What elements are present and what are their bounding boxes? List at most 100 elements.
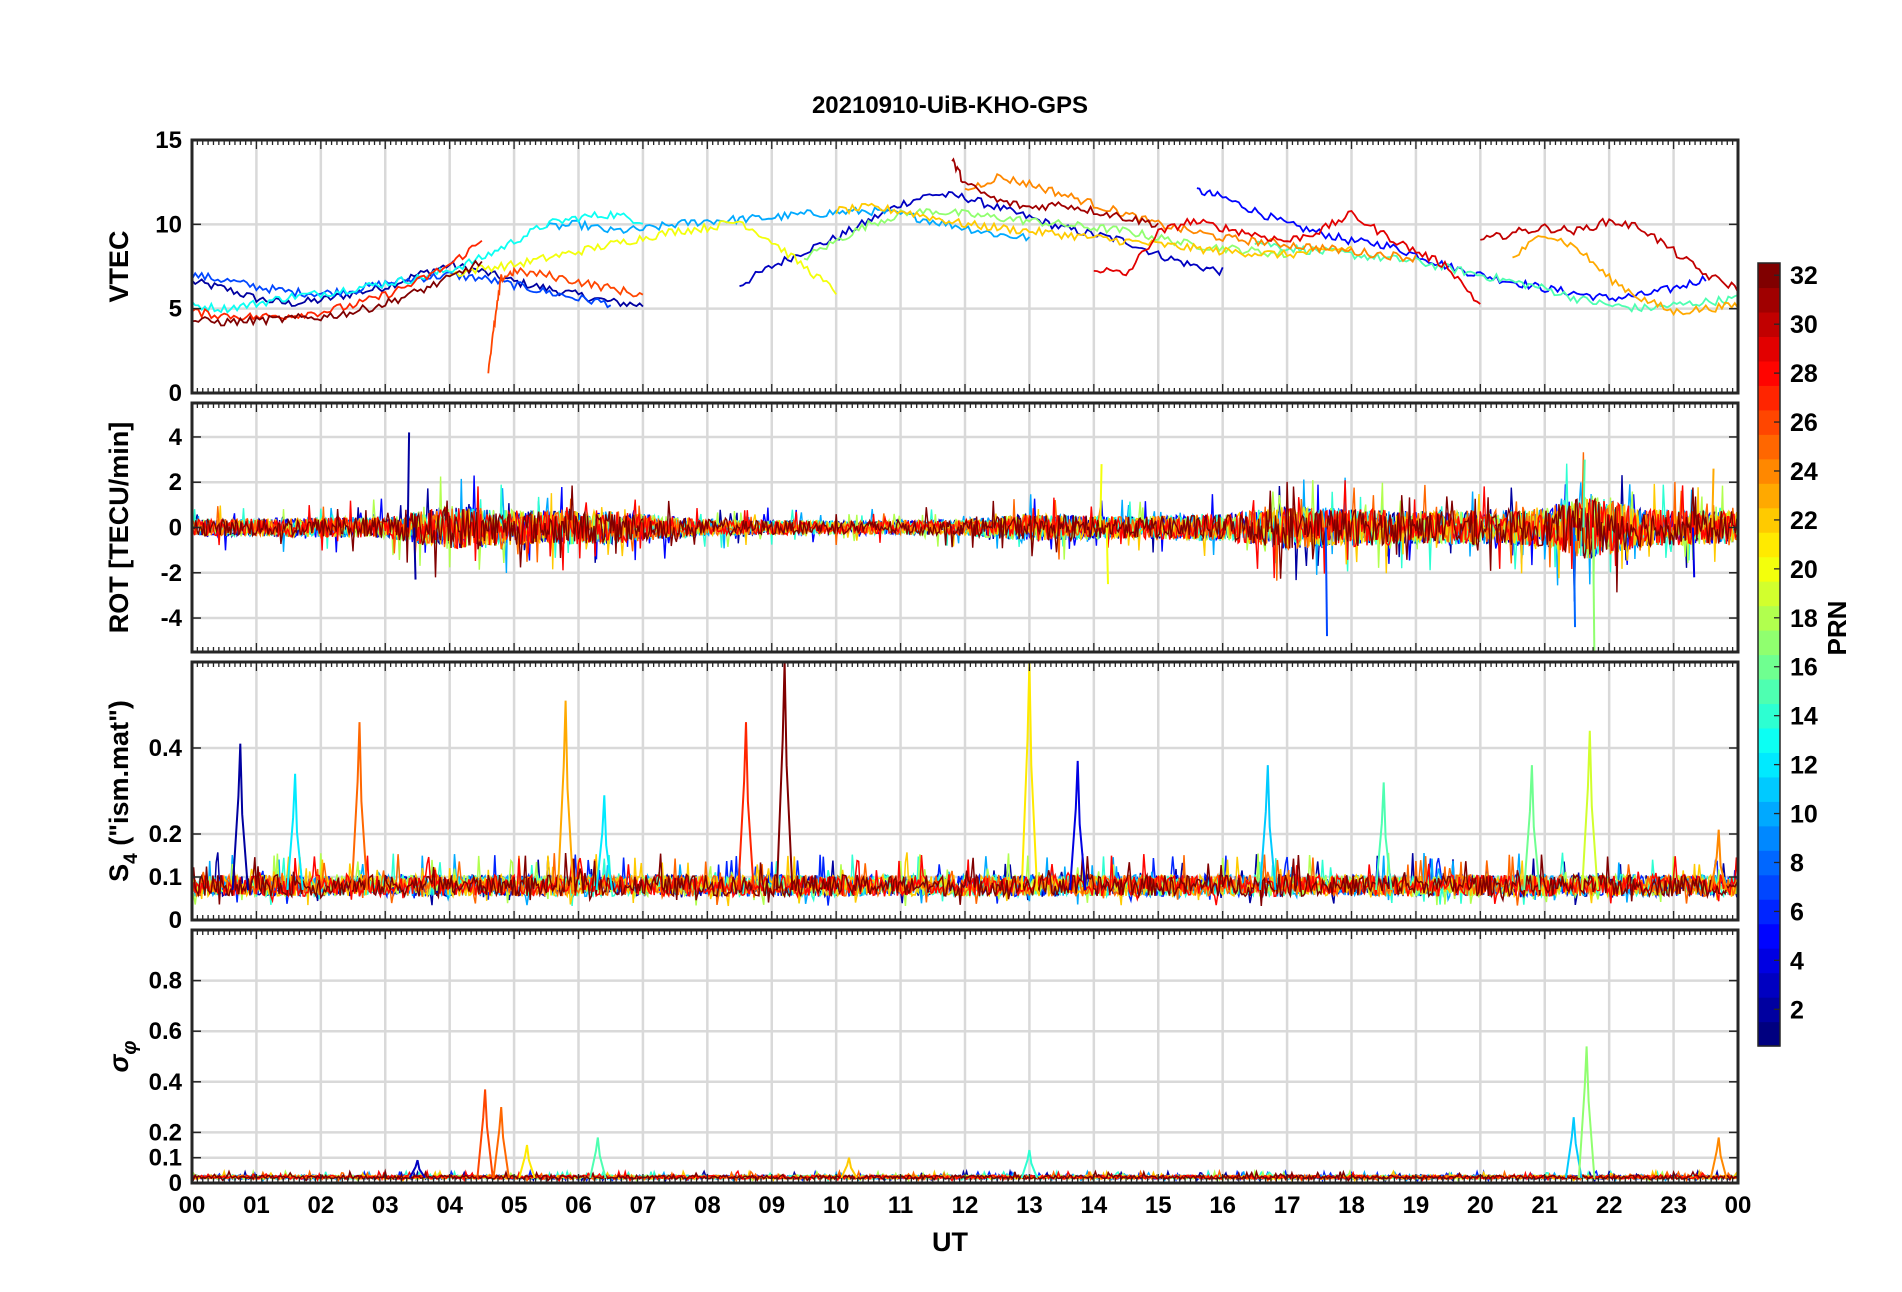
colorbar-tick-label: 10: [1790, 801, 1818, 829]
y-tick-label: 0.2: [149, 1119, 182, 1146]
series-line-prn-24: [964, 172, 1417, 264]
peak-spike-prn-11: [1259, 765, 1277, 890]
x-tick-label: 13: [1016, 1192, 1043, 1219]
peak-spike-prn-2: [231, 743, 249, 890]
x-tick-label: 20: [1467, 1192, 1494, 1219]
y-axis-label-rot: ROT [TECU/min]: [104, 422, 134, 633]
y-axis-label-sigma_phi: σφ: [104, 1041, 141, 1073]
peak-spike-prn-17: [1592, 527, 1596, 652]
x-axis-label: UT: [932, 1227, 968, 1257]
ticks-vtec: [191, 139, 1739, 394]
x-tick-label: 21: [1531, 1192, 1558, 1219]
x-tick-label: 07: [630, 1192, 657, 1219]
series-line-prn-25: [192, 853, 1738, 906]
peak-spike-prn-24: [1709, 829, 1728, 891]
peak-spike-prn-27: [737, 722, 755, 890]
peak-spike-prn-2: [413, 527, 417, 580]
peak-spike-prn-20: [1105, 527, 1110, 585]
y-tick-label: 0.4: [149, 1069, 183, 1096]
x-tick-label: 05: [501, 1192, 528, 1219]
series-line-prn-3: [739, 191, 1224, 287]
ticks-rot: [191, 403, 1739, 652]
x-tick-label: 14: [1080, 1192, 1107, 1219]
colorbar-tick-label: 22: [1790, 507, 1818, 535]
colorbar-segment: [1758, 311, 1780, 338]
panel-s4: 0 0.1 0.2 0.4 S4 ("ism.mat"): [104, 660, 1740, 934]
colorbar-segment: [1758, 458, 1780, 484]
colorbar-tick-label: 20: [1790, 556, 1818, 584]
colorbar-segment: [1758, 605, 1780, 631]
y-tick-label: 0.1: [149, 1145, 182, 1172]
peak-spike-prn-15: [1375, 782, 1393, 891]
peak-spike-prn-14: [1020, 1149, 1039, 1179]
colorbar-tick-label: 32: [1790, 262, 1818, 290]
peak-spike-prn-17: [1577, 1046, 1596, 1178]
colorbar-segment: [1758, 263, 1780, 289]
peak-spike-prn-23: [1711, 468, 1715, 528]
ticks-s4: [191, 662, 1739, 921]
y-tick-label: 15: [155, 127, 182, 154]
colorbar-tick-label: 16: [1790, 654, 1818, 682]
x-tick-label: 11: [888, 1192, 913, 1219]
peak-spike-prn-32: [775, 662, 794, 890]
figure-title: 20210910-UiB-KHO-GPS: [812, 92, 1088, 119]
peak-spike-prn-24: [1709, 1137, 1728, 1179]
colorbar-tick-label: 2: [1790, 996, 1804, 1024]
peak-spike-prn-16: [1523, 765, 1541, 890]
series-line-prn-31: [951, 157, 1159, 228]
series-vtec: [192, 157, 1738, 374]
colorbar-segment: [1758, 409, 1780, 435]
colorbar-segment: [1758, 776, 1780, 802]
y-tick-label: 0.8: [149, 968, 182, 995]
series-line-prn-13: [192, 209, 644, 314]
panel-vtec: 0 5 10 15 VTEC: [104, 127, 1740, 407]
colorbar-segment: [1758, 874, 1780, 900]
peak-spike-prn-21: [518, 1144, 536, 1179]
x-tick-label: 06: [565, 1192, 592, 1219]
colorbar-segment: [1758, 483, 1780, 509]
colorbar-segment: [1758, 923, 1780, 949]
series-line-prn-32: [192, 259, 483, 327]
peak-spike-prn-15: [1582, 459, 1586, 528]
x-tick-label: 01: [243, 1192, 270, 1219]
series-line-prn-20: [449, 220, 837, 295]
peak-spike-prn-3: [408, 1159, 427, 1179]
series-line-prn-23: [1512, 235, 1738, 317]
colorbar-segment: [1758, 997, 1780, 1023]
y-tick-label: 0.2: [149, 821, 182, 848]
peak-spike-prn-4: [1069, 760, 1087, 890]
y-axis-label-s4: S4 ("ism.mat"): [104, 700, 142, 882]
ticks-sigma_phi: [191, 930, 1739, 1184]
peak-spike-prn-25: [492, 1107, 510, 1179]
colorbar-segment: [1758, 385, 1780, 411]
peak-spike-prn-25: [350, 722, 369, 890]
x-tick-label: 00: [1725, 1192, 1752, 1219]
colorbar-segment: [1758, 360, 1780, 386]
y-tick-label: 0.4: [149, 735, 183, 762]
x-tick-label: 19: [1403, 1192, 1430, 1219]
colorbar-tick-label: 14: [1790, 703, 1818, 731]
y-axis-label-vtec: VTEC: [104, 230, 134, 302]
colorbar-segment: [1758, 336, 1780, 362]
series-line-prn-26: [487, 266, 644, 374]
peak-spike-prn-8: [1572, 527, 1577, 628]
x-tick-label: 15: [1145, 1192, 1172, 1219]
y-tick-label: 10: [155, 211, 182, 238]
x-tick-label: 12: [952, 1192, 979, 1219]
y-tick-label: -4: [161, 605, 183, 632]
colorbar-segment: [1758, 434, 1780, 460]
colorbar-segment: [1758, 972, 1780, 998]
y-tick-label: 0: [169, 515, 182, 542]
colorbar-tick-label: 4: [1790, 947, 1804, 975]
peak-spike-prn-2: [406, 432, 411, 528]
grid-vtec: [190, 138, 1740, 395]
x-tick-label: 04: [436, 1192, 463, 1219]
colorbar-tick-label: 8: [1790, 849, 1804, 877]
series-line-prn-18: [192, 476, 1738, 591]
series-line-prn-29: [1093, 210, 1481, 305]
x-tick-label: 16: [1209, 1192, 1236, 1219]
colorbar-segment: [1758, 948, 1780, 974]
